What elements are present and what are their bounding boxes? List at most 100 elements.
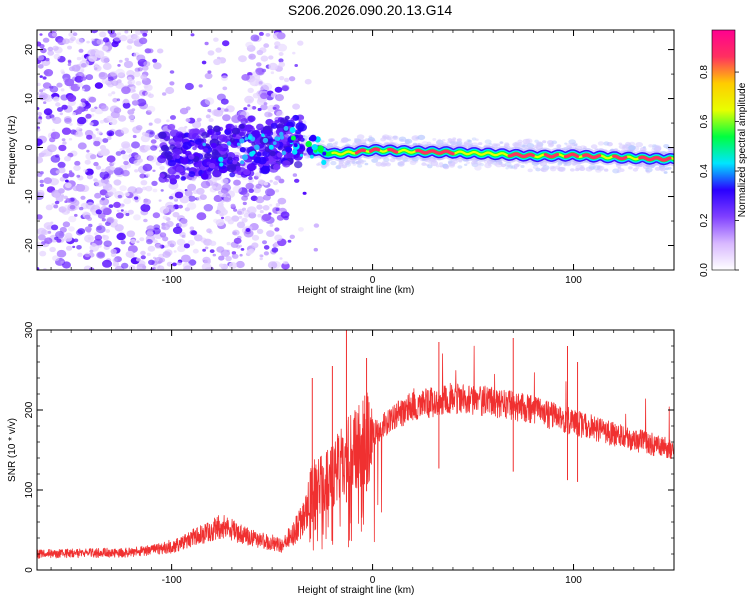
noise-blob <box>239 253 243 257</box>
ridge-halo-blob <box>551 140 558 145</box>
noise-blob <box>288 76 296 82</box>
noise-blob <box>151 180 158 186</box>
noise-blob <box>39 75 43 78</box>
noise-blob <box>126 148 133 154</box>
ridge-peak-segment <box>387 147 399 154</box>
ridge-halo-blob <box>411 135 420 141</box>
noise-blob <box>86 149 90 153</box>
ridge-halo-blob <box>475 138 479 141</box>
noise-blob <box>103 179 110 185</box>
y-tick-label: 0 <box>24 567 35 573</box>
noise-blob <box>162 251 171 258</box>
noise-blob <box>249 78 260 87</box>
noise-blob <box>262 205 270 211</box>
noise-blob <box>147 245 156 252</box>
noise-blob <box>57 161 66 169</box>
noise-blob <box>59 176 66 182</box>
ridge-halo-blob <box>604 168 609 172</box>
noise-blob <box>42 88 46 91</box>
ridge-halo-blob <box>457 165 463 169</box>
ridge-halo-blob <box>385 162 391 167</box>
signal-blob <box>298 134 304 139</box>
noise-blob <box>198 84 203 88</box>
noise-blob <box>248 53 256 60</box>
noise-blob <box>102 37 110 43</box>
noise-blob <box>268 212 272 216</box>
noise-blob <box>85 113 92 119</box>
noise-blob <box>263 181 269 186</box>
noise-blob <box>60 260 65 264</box>
noise-blob <box>79 102 86 108</box>
ridge-halo-blob <box>463 142 470 147</box>
noise-blob <box>43 108 53 116</box>
ridge-knot <box>293 143 298 148</box>
noise-blob <box>207 108 212 113</box>
noise-blob <box>47 144 57 153</box>
noise-blob <box>238 215 243 219</box>
ridge-knot <box>289 127 296 133</box>
signal-blob <box>212 170 221 177</box>
noise-blob <box>233 179 241 186</box>
noise-blob <box>128 265 136 270</box>
noise-blob <box>213 37 219 42</box>
noise-blob <box>263 194 271 201</box>
noise-blob <box>138 37 148 45</box>
noise-blob <box>127 209 134 215</box>
noise-blob <box>101 78 109 84</box>
noise-blob <box>176 261 182 266</box>
ridge-halo-blob <box>659 167 666 172</box>
noise-blob <box>181 234 186 238</box>
noise-blob <box>268 55 274 60</box>
noise-blob <box>161 232 166 236</box>
signal-blob <box>225 123 235 132</box>
noise-blob <box>236 221 246 229</box>
ridge-halo-blob <box>568 139 576 145</box>
noise-blob <box>74 213 78 217</box>
noise-blob <box>108 132 113 136</box>
noise-blob <box>64 182 72 189</box>
noise-blob <box>99 145 106 150</box>
noise-blob <box>108 204 114 209</box>
noise-blob <box>90 38 95 42</box>
ridge-halo-blob <box>448 163 455 168</box>
noise-blob <box>157 265 165 270</box>
noise-blob <box>245 41 254 49</box>
noise-blob <box>224 108 229 112</box>
noise-blob <box>65 198 72 203</box>
noise-blob <box>140 180 148 186</box>
signal-spot <box>244 137 248 141</box>
noise-blob <box>242 192 250 198</box>
noise-blob <box>164 244 169 248</box>
noise-blob <box>259 257 263 261</box>
noise-blob <box>123 198 132 205</box>
noise-blob <box>204 72 213 80</box>
noise-blob <box>232 229 240 236</box>
ridge-halo-blob <box>520 165 525 168</box>
noise-blob <box>49 137 56 143</box>
noise-blob <box>62 261 71 269</box>
noise-blob <box>43 101 47 104</box>
ridge-halo-blob <box>450 140 457 145</box>
ridge-halo-blob <box>648 144 653 148</box>
noise-blob <box>276 32 286 40</box>
noise-blob <box>133 159 141 166</box>
noise-blob <box>123 60 134 69</box>
noise-blob <box>204 97 215 105</box>
noise-blob <box>99 120 105 124</box>
noise-blob <box>258 81 263 85</box>
noise-blob <box>160 189 164 192</box>
noise-blob <box>103 240 112 247</box>
noise-blob <box>149 131 154 135</box>
noise-blob <box>97 252 105 258</box>
ridge-halo-blob <box>548 142 553 146</box>
signal-blob <box>284 115 290 120</box>
colorbar-label: Normalized spectral amplitude <box>737 82 748 217</box>
noise-blob <box>161 226 166 230</box>
noise-blob <box>225 193 230 197</box>
noise-blob <box>247 115 256 122</box>
noise-blob <box>38 115 42 119</box>
noise-blob <box>78 48 84 53</box>
ridge-halo-blob <box>464 163 468 166</box>
noise-blob <box>259 210 264 214</box>
ridge-halo-blob <box>572 162 577 166</box>
